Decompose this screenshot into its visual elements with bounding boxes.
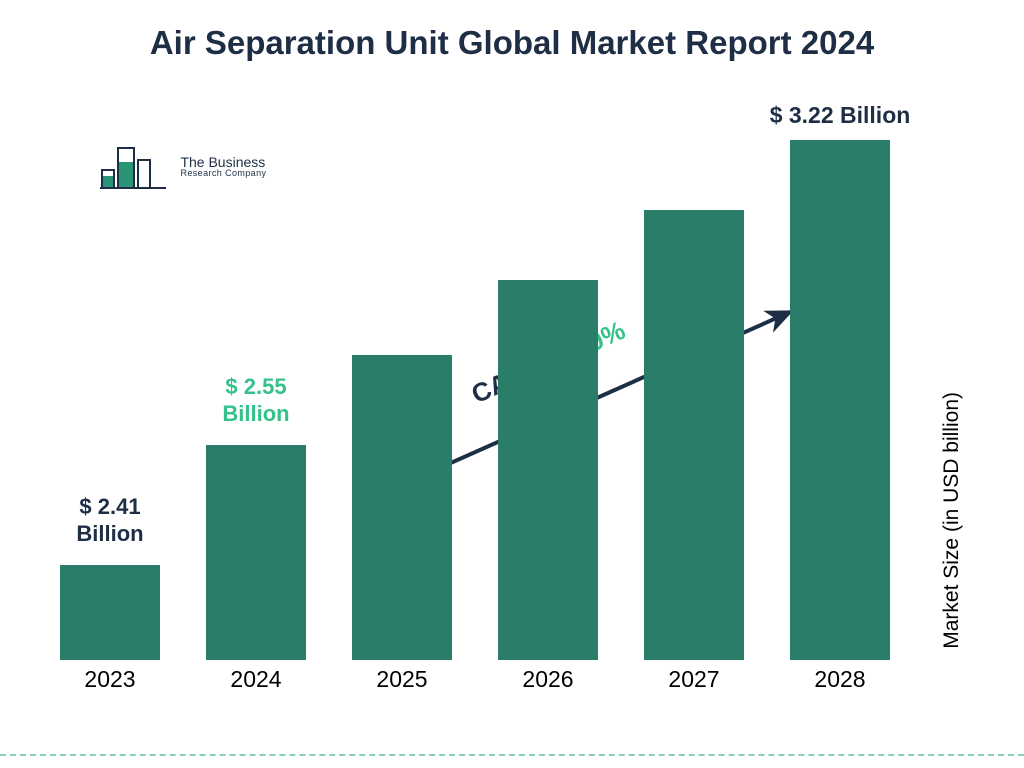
bar-value-label: $ 2.41Billion [50,494,170,547]
x-axis-labels: 2023 2024 2025 2026 2027 2028 [60,660,940,700]
bar-value-label: $ 2.55Billion [196,374,316,427]
bar-value-label: $ 3.22 Billion [750,102,930,130]
bar [498,280,598,660]
y-axis-title: Market Size (in USD billion) [940,392,964,649]
bar [790,140,890,660]
plot-area: $ 2.41Billion$ 2.55Billion$ 3.22 Billion [60,140,940,660]
bar [644,210,744,660]
x-tick-label: 2024 [206,666,306,693]
bar [206,445,306,660]
page-title: Air Separation Unit Global Market Report… [0,22,1024,63]
bottom-divider [0,754,1024,756]
x-tick-label: 2026 [498,666,598,693]
x-tick-label: 2025 [352,666,452,693]
bar [352,355,452,660]
x-tick-label: 2028 [790,666,890,693]
x-tick-label: 2027 [644,666,744,693]
x-tick-label: 2023 [60,666,160,693]
bar-chart: CAGR 6.00% $ 2.41Billion$ 2.55Billion$ 3… [60,140,940,700]
bar [60,565,160,660]
